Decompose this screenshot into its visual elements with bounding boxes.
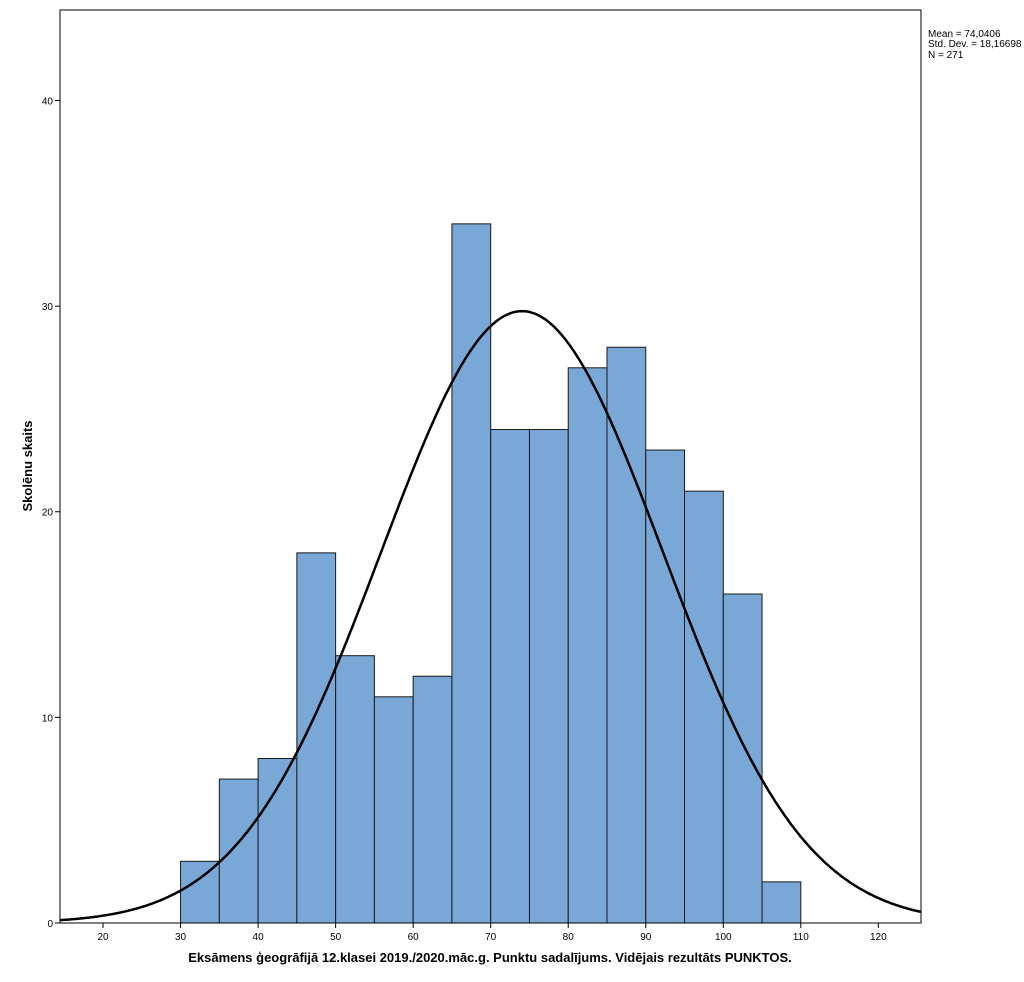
histogram-bar <box>373 696 414 924</box>
histogram-bar <box>567 367 608 924</box>
y-tick-label: 20 <box>42 508 54 519</box>
stat-std: Std. Dev. = 18,16698 <box>928 39 1022 50</box>
histogram-bar <box>257 757 298 924</box>
x-axis-label: Eksāmens ģeogrāfijā 12.klasei 2019./2020… <box>188 950 792 965</box>
histogram-bar <box>335 655 375 924</box>
x-tick-label: 70 <box>485 932 497 943</box>
x-tick-label: 110 <box>793 932 809 943</box>
x-tick-label: 60 <box>408 932 420 943</box>
y-axis-label: Skolēnu skaits <box>20 420 35 511</box>
histogram-bar <box>684 490 724 924</box>
histogram-bar <box>606 346 647 924</box>
x-tick-label: 120 <box>870 932 887 943</box>
stat-mean: Mean = 74,0406 <box>928 29 1001 40</box>
histogram-bar <box>528 428 569 924</box>
normal-curve <box>59 309 921 922</box>
y-tick-label: 10 <box>42 713 54 724</box>
y-tick-label: 30 <box>42 302 54 313</box>
x-axis: 20 30 40 50 60 70 80 90 100 110 120 <box>97 923 887 943</box>
y-tick-label: 0 <box>47 919 53 930</box>
histogram-bar <box>722 593 763 924</box>
histogram-bar <box>412 675 453 924</box>
bars-group <box>180 223 802 924</box>
histogram-bar <box>761 881 802 924</box>
x-tick-label: 100 <box>715 932 732 943</box>
histogram-bar <box>218 778 259 924</box>
stat-n: N = 271 <box>928 50 964 61</box>
x-tick-label: 90 <box>640 932 652 943</box>
histogram-bar <box>490 428 530 924</box>
y-tick-label: 40 <box>42 96 54 107</box>
x-tick-label: 50 <box>330 932 342 943</box>
histogram-bar <box>180 860 220 924</box>
x-tick-label: 20 <box>97 932 109 943</box>
histogram-bar <box>451 223 492 924</box>
y-axis: 0 10 20 30 40 <box>42 96 60 930</box>
x-tick-label: 80 <box>563 932 575 943</box>
x-tick-label: 30 <box>175 932 187 943</box>
histogram-bar <box>645 449 686 924</box>
histogram-bar <box>296 552 337 924</box>
x-tick-label: 40 <box>253 932 265 943</box>
